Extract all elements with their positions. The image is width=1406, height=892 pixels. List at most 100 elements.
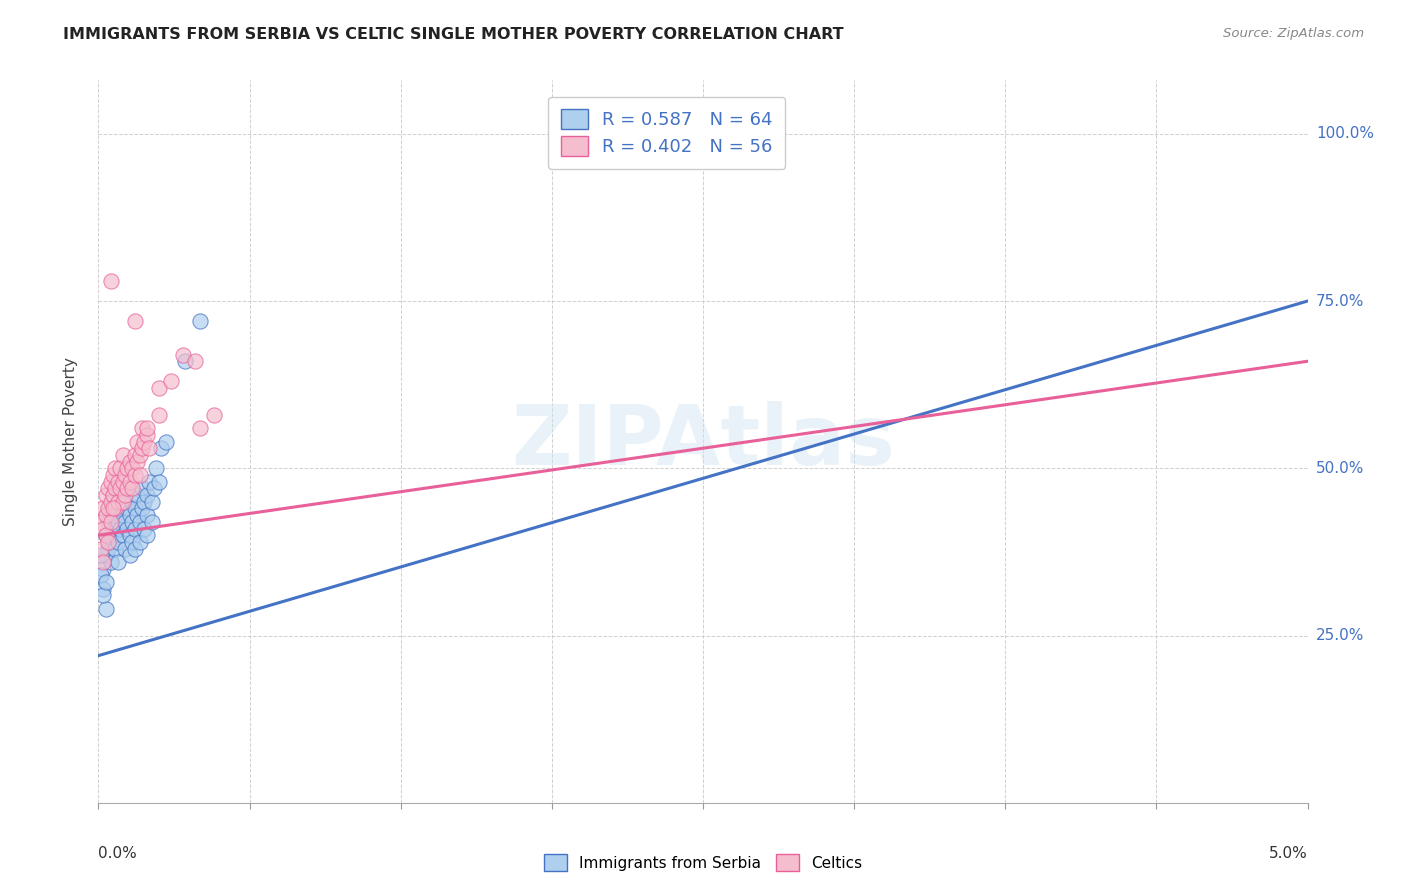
Point: [127, 508, 149, 523]
Point: [100, 501, 122, 516]
Point: [91, 589, 114, 603]
Point: [107, 515, 129, 529]
Point: [108, 501, 131, 516]
Point: [97, 482, 120, 496]
Text: 50.0%: 50.0%: [1316, 461, 1364, 475]
Point: [104, 501, 127, 516]
Point: [100, 475, 122, 489]
Point: [184, 354, 207, 368]
Point: [104, 501, 127, 516]
Point: [111, 528, 134, 542]
Point: [91, 562, 114, 576]
Point: [101, 508, 124, 523]
Text: 75.0%: 75.0%: [1316, 293, 1364, 309]
Point: [148, 408, 170, 422]
Point: [108, 521, 131, 535]
Point: [118, 475, 141, 489]
Point: [124, 541, 146, 556]
Point: [134, 521, 156, 535]
Point: [150, 442, 173, 455]
Point: [101, 467, 124, 482]
Point: [143, 482, 166, 496]
Point: [107, 534, 129, 549]
Point: [188, 421, 211, 435]
Point: [155, 434, 177, 449]
Point: [124, 314, 146, 328]
Point: [128, 448, 150, 462]
Point: [97, 515, 120, 529]
Point: [118, 455, 141, 469]
Point: [94, 548, 117, 563]
Text: Source: ZipAtlas.com: Source: ZipAtlas.com: [1223, 27, 1364, 40]
Point: [118, 548, 141, 563]
Point: [108, 482, 131, 496]
Point: [134, 494, 156, 508]
Point: [188, 314, 211, 328]
Point: [128, 467, 150, 482]
Point: [94, 508, 117, 523]
Point: [121, 494, 143, 508]
Point: [108, 461, 131, 475]
Point: [138, 475, 160, 489]
Point: [94, 602, 117, 616]
Point: [101, 521, 124, 535]
Point: [131, 482, 153, 496]
Point: [117, 482, 139, 496]
Point: [141, 515, 163, 529]
Point: [90, 541, 112, 556]
Point: [135, 488, 157, 502]
Point: [131, 421, 153, 435]
Point: [145, 461, 167, 475]
Point: [114, 541, 136, 556]
Point: [97, 501, 120, 516]
Point: [174, 354, 197, 368]
Point: [135, 508, 157, 523]
Point: [135, 528, 157, 542]
Point: [111, 475, 134, 489]
Point: [134, 434, 156, 449]
Point: [121, 534, 143, 549]
Point: [100, 274, 122, 288]
Point: [121, 515, 143, 529]
Point: [172, 348, 194, 362]
Point: [100, 494, 122, 508]
Point: [107, 494, 129, 508]
Point: [111, 494, 134, 508]
Point: [135, 427, 157, 442]
Point: [104, 541, 127, 556]
Point: [104, 482, 127, 496]
Point: [135, 421, 157, 435]
Text: 25.0%: 25.0%: [1316, 628, 1364, 643]
Point: [104, 461, 127, 475]
Point: [111, 508, 134, 523]
Text: 5.0%: 5.0%: [1268, 847, 1308, 861]
Point: [114, 515, 136, 529]
Point: [114, 494, 136, 508]
Point: [101, 488, 124, 502]
Point: [127, 488, 149, 502]
Point: [124, 448, 146, 462]
Point: [91, 501, 114, 516]
Point: [114, 467, 136, 482]
Point: [204, 408, 226, 422]
Point: [124, 467, 146, 482]
Point: [111, 488, 134, 502]
Point: [121, 461, 143, 475]
Point: [100, 515, 122, 529]
Point: [118, 508, 141, 523]
Point: [90, 568, 112, 582]
Text: ZIPAtlas: ZIPAtlas: [510, 401, 896, 482]
Point: [117, 501, 139, 516]
Point: [97, 534, 120, 549]
Point: [104, 528, 127, 542]
Point: [94, 528, 117, 542]
Point: [141, 494, 163, 508]
Point: [124, 501, 146, 516]
Point: [117, 461, 139, 475]
Point: [94, 528, 117, 542]
Y-axis label: Single Mother Poverty: Single Mother Poverty: [63, 357, 77, 526]
Point: [128, 534, 150, 549]
Point: [101, 488, 124, 502]
Point: [127, 434, 149, 449]
Point: [117, 521, 139, 535]
